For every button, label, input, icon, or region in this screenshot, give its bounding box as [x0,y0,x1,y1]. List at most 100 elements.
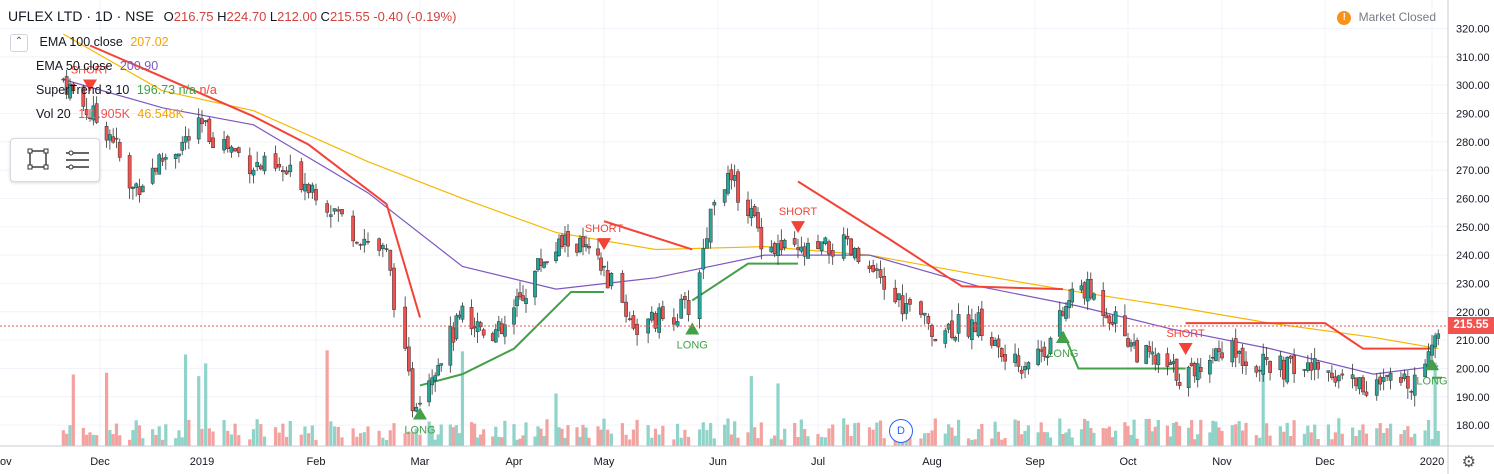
candle-body [679,298,684,319]
volume-bar [494,426,498,446]
chevron-up-icon[interactable]: ⌃ [10,33,28,52]
candle-body [769,246,774,253]
candle-body [439,363,444,366]
candle-body [1316,362,1320,370]
volume-bar [756,438,760,446]
candle-body [1333,376,1338,383]
candle-body [897,293,901,301]
volume-bar [436,434,440,446]
settings-lines-icon[interactable] [63,147,91,173]
candle-body [1399,377,1403,383]
candle-body [1057,310,1062,337]
volume-bar [131,429,135,446]
candle-body [351,215,355,242]
candle-body [708,208,713,243]
candle-body [605,270,610,289]
market-status[interactable]: ! Market Closed [1337,10,1436,25]
volume-bar [204,363,208,446]
candle-body [388,249,393,271]
candle-body [236,147,241,153]
candle-body [200,118,204,125]
volume-bar [1234,424,1238,446]
volume-bar [187,419,191,446]
volume-bar [753,427,757,446]
volume-bar [108,430,112,446]
candle-body [524,298,528,304]
volume-bar [1423,430,1427,446]
candle-body [340,209,344,215]
rectangle-icon[interactable] [25,147,53,173]
candle-body [776,243,780,256]
volume-bar [993,421,997,446]
volume-bar [793,422,797,446]
candle-body [946,323,951,330]
candle-body [81,86,86,107]
volume-bar [919,438,923,446]
volume-bar [806,436,810,446]
symbol-title[interactable]: UFLEX LTD · 1D · NSE [8,8,154,24]
volume-bar [1165,425,1170,446]
candle-body [1326,370,1331,373]
volume-bar [197,376,201,446]
volume-bar [705,429,709,446]
candle-body [407,346,411,372]
volume-bar [273,427,278,446]
volume-bar [1316,439,1320,446]
volume-bar [512,424,516,446]
volume-bar [1217,427,1221,446]
candle-body [180,141,185,151]
volume-bar [1089,427,1093,446]
supertrend-down-segment [1185,322,1432,350]
volume-bar [65,433,69,446]
candle-body [609,273,614,287]
legend-row-supertrend[interactable]: SuperTrend 3 10 196.73 n/a n/a [10,78,217,102]
time-tick-label: Dec [90,456,110,468]
candle-body [1198,367,1203,372]
volume-bar [849,435,853,446]
candle-body [1430,344,1434,356]
candle-body [1156,353,1161,366]
candle-body [1023,366,1027,371]
volume-label: Vol 20 [36,107,71,121]
volume-bar [799,419,803,446]
candle-body [587,246,591,249]
volume-bar [1357,430,1362,446]
candle-body [288,164,293,173]
candle-body [1374,379,1379,396]
volume-bar [1430,439,1434,446]
candle-body [457,314,462,318]
ema100-label: EMA 100 close [39,35,123,49]
candle-body [726,173,730,194]
supertrend-up-segment [1061,331,1186,370]
candle-body [1244,361,1248,367]
candle-body [1214,348,1218,361]
short-arrow-icon [1178,342,1193,355]
volume-bar [71,374,75,446]
gear-icon[interactable]: ⚙ [1461,454,1476,471]
volume-bar [554,393,558,446]
candle-body [1261,353,1266,375]
candle-body [1336,375,1341,382]
volume-bar [1378,423,1382,446]
signals: SHORT LONG SHORT LONG SHORT LONG SHORT LONG [71,64,1448,436]
legend-row-ema50[interactable]: EMA 50 close 200.90 [10,54,217,78]
volume-value: 111.905K [78,107,130,121]
candle-body [575,243,579,253]
candle-body [1354,377,1358,387]
event-badge[interactable]: D [889,419,913,443]
candle-body [222,139,226,151]
candle-body [919,301,923,315]
volume-bar [177,430,181,446]
change-value: -0.40 (-0.19%) [373,9,457,24]
candle-body [183,136,188,143]
candle-body [1285,357,1290,383]
legend-row-ema100[interactable]: ⌃ EMA 100 close 207.02 [10,30,217,54]
volume-bar [1110,437,1115,446]
candle-body [1153,355,1158,365]
volume-bar [620,423,624,446]
volume-bar [457,433,462,446]
candle-body [1412,374,1417,396]
legend-row-volume[interactable]: Vol 20 111.905K 46.548K [10,102,217,126]
candle-body [631,315,636,329]
